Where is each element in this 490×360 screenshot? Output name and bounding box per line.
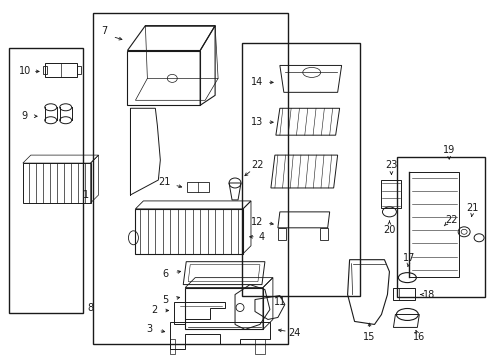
Bar — [382, 180, 401, 208]
Text: 18: 18 — [423, 289, 436, 300]
Text: 21: 21 — [466, 203, 478, 213]
Text: 2: 2 — [151, 306, 157, 315]
Text: 23: 23 — [385, 160, 397, 170]
Text: 21: 21 — [158, 177, 171, 187]
Text: 22: 22 — [445, 215, 458, 225]
Bar — [187, 182, 209, 192]
Text: 15: 15 — [363, 332, 376, 342]
Text: 8: 8 — [88, 302, 94, 312]
Text: 9: 9 — [22, 111, 28, 121]
Text: 20: 20 — [383, 225, 395, 235]
Text: 4: 4 — [259, 232, 265, 242]
Text: 14: 14 — [251, 77, 263, 87]
Text: 1: 1 — [82, 190, 89, 200]
Text: 6: 6 — [162, 269, 169, 279]
Text: 12: 12 — [251, 217, 263, 227]
Text: 5: 5 — [162, 294, 169, 305]
Text: 24: 24 — [289, 328, 301, 338]
Text: 13: 13 — [251, 117, 263, 127]
Text: 11: 11 — [274, 297, 286, 306]
Text: 16: 16 — [413, 332, 425, 342]
Bar — [93, 13, 288, 345]
Bar — [393, 288, 416, 300]
Bar — [43, 67, 47, 75]
Text: 22: 22 — [252, 160, 264, 170]
Text: 19: 19 — [443, 145, 455, 155]
Bar — [409, 172, 459, 276]
Bar — [135, 209, 243, 254]
Bar — [397, 157, 485, 297]
Text: 17: 17 — [403, 253, 416, 263]
Bar — [23, 163, 91, 203]
Text: 3: 3 — [147, 324, 152, 334]
Text: 7: 7 — [101, 26, 108, 36]
Bar — [185, 288, 263, 329]
Bar — [9, 48, 83, 314]
Text: 10: 10 — [19, 67, 31, 76]
Bar — [45, 63, 76, 77]
Bar — [76, 67, 81, 75]
Bar — [242, 42, 360, 296]
